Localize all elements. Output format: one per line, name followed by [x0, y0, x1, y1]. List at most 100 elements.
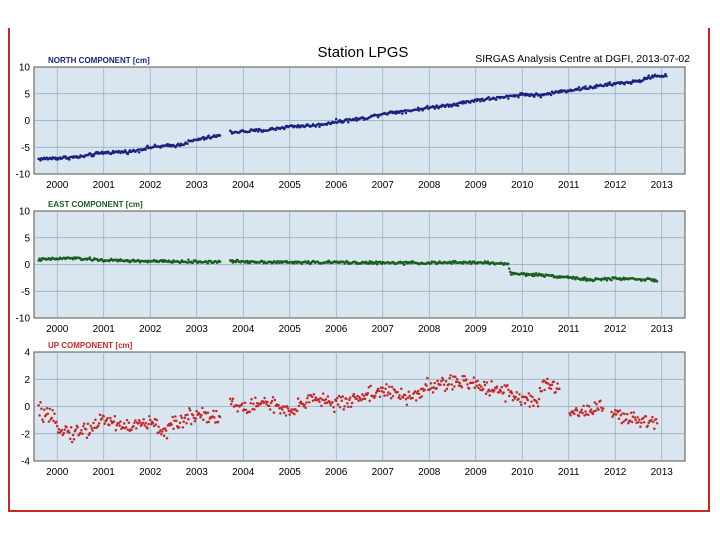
y-tick-label: -10 [16, 170, 31, 181]
x-tick-label: 2005 [279, 324, 302, 335]
data-point [479, 99, 482, 103]
data-point [70, 440, 74, 444]
data-point [218, 415, 222, 419]
data-point [634, 418, 637, 422]
data-point [386, 394, 389, 397]
data-point [228, 397, 232, 401]
data-point [479, 388, 482, 391]
data-point [594, 86, 597, 89]
data-point [627, 421, 630, 425]
data-point [485, 381, 489, 384]
data-point [198, 413, 201, 416]
data-point [445, 387, 449, 391]
data-point [362, 394, 366, 397]
data-point [595, 403, 598, 406]
data-point [216, 420, 220, 424]
data-point [86, 422, 90, 425]
data-point [527, 392, 531, 395]
data-point [506, 383, 509, 387]
data-point [126, 152, 130, 156]
data-point [343, 405, 346, 408]
frame-bottom-border [8, 510, 710, 512]
data-point [346, 401, 349, 405]
data-point [582, 404, 585, 408]
data-point [334, 399, 338, 403]
data-point [620, 421, 624, 425]
data-point [155, 418, 159, 422]
data-point [361, 397, 365, 401]
data-point [440, 380, 443, 383]
data-point [268, 404, 271, 407]
data-point [618, 409, 622, 412]
data-point [279, 412, 282, 415]
data-point [76, 425, 79, 429]
data-point [89, 152, 92, 156]
data-point [439, 383, 442, 387]
data-point [558, 387, 561, 390]
y-tick-label: -5 [21, 287, 30, 298]
data-point [334, 120, 337, 124]
data-point [582, 278, 585, 282]
frame-right-border [708, 28, 710, 512]
data-point [480, 385, 483, 388]
data-point [133, 421, 136, 425]
data-point [310, 395, 314, 398]
data-point [614, 413, 618, 416]
data-point [542, 379, 545, 382]
data-point [157, 425, 160, 428]
data-point [585, 279, 588, 282]
data-point [617, 417, 621, 421]
data-point [577, 414, 581, 418]
data-point [586, 404, 589, 407]
data-point [475, 384, 478, 387]
data-point [283, 405, 287, 408]
x-tick-label: 2003 [186, 467, 209, 478]
data-point [191, 261, 195, 264]
data-point [400, 109, 403, 113]
data-point [433, 381, 437, 385]
data-point [265, 403, 268, 406]
data-point [200, 414, 203, 417]
data-point [248, 410, 252, 413]
data-point [82, 422, 86, 426]
panel-title-north: NORTH COMPONENT [cm] [48, 56, 150, 65]
data-point [255, 401, 259, 405]
data-point [511, 399, 515, 402]
data-point [442, 383, 446, 386]
data-point [545, 381, 548, 385]
data-point [305, 401, 308, 404]
data-point [428, 387, 432, 391]
data-point [414, 390, 417, 393]
x-tick-label: 2013 [651, 467, 674, 478]
y-tick-label: 5 [24, 89, 30, 100]
data-point [263, 396, 266, 400]
data-point [325, 401, 329, 405]
data-point [88, 431, 92, 435]
data-point [329, 403, 332, 407]
data-point [594, 409, 597, 413]
data-point [483, 383, 487, 387]
data-point [213, 416, 216, 419]
data-point [79, 431, 82, 435]
data-point [502, 391, 505, 394]
data-point [474, 380, 477, 384]
data-point [379, 386, 383, 389]
data-point [146, 144, 149, 148]
data-point [100, 417, 104, 420]
data-point [103, 422, 106, 425]
data-point [522, 395, 526, 399]
data-point [187, 258, 190, 262]
data-point [441, 378, 445, 382]
data-point [322, 399, 326, 402]
data-point [335, 396, 339, 400]
data-point [251, 408, 254, 411]
data-point [623, 412, 626, 416]
x-tick-label: 2012 [604, 180, 627, 191]
x-tick-label: 2008 [418, 324, 441, 335]
data-point [584, 85, 587, 88]
y-tick-label: -2 [21, 429, 30, 440]
data-point [393, 388, 397, 392]
data-point [175, 419, 178, 423]
data-point [314, 396, 318, 399]
data-point [148, 415, 151, 418]
